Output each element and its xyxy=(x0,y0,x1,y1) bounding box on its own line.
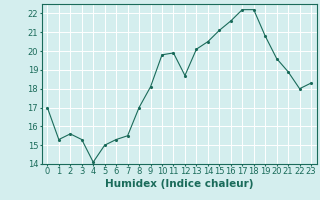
X-axis label: Humidex (Indice chaleur): Humidex (Indice chaleur) xyxy=(105,179,253,189)
